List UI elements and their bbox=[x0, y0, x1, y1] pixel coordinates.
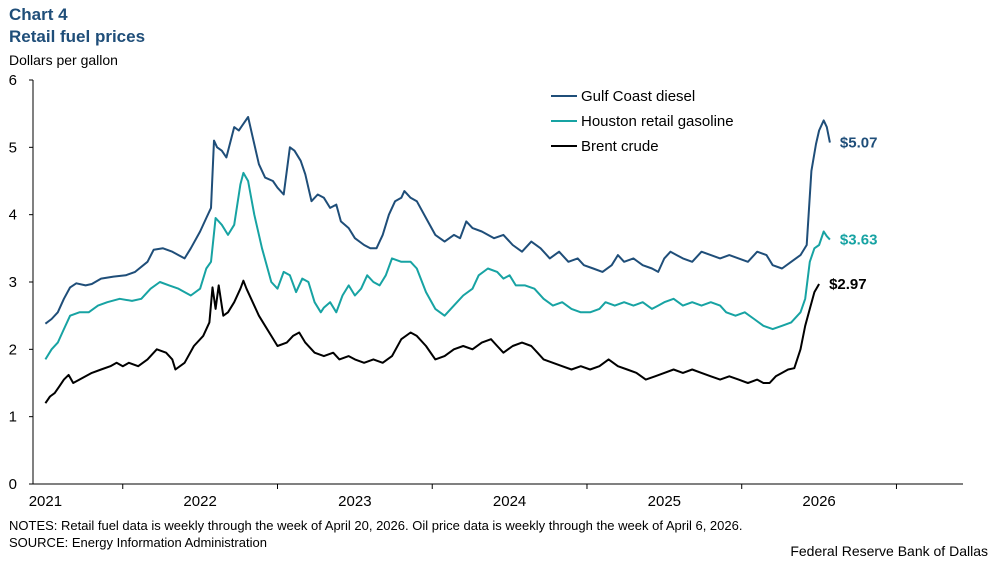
credit-line: Federal Reserve Bank of Dallas bbox=[790, 543, 988, 559]
y-tick-label: 3 bbox=[9, 274, 17, 291]
x-tick-label: 2022 bbox=[183, 493, 216, 510]
end-value-label-gulf-coast-diesel: $5.07 bbox=[840, 135, 878, 152]
chart-notes: NOTES: Retail fuel data is weekly throug… bbox=[9, 518, 743, 533]
end-value-label-brent-crude: $2.97 bbox=[829, 276, 867, 293]
chart-title: Retail fuel prices bbox=[9, 27, 146, 46]
x-tick-label: 2023 bbox=[338, 493, 371, 510]
x-tick-label: 2021 bbox=[29, 493, 62, 510]
legend-label-gulf-coast-diesel: Gulf Coast diesel bbox=[581, 88, 695, 105]
series-line-brent-crude bbox=[44, 279, 820, 404]
chart-number: Chart 4 bbox=[9, 5, 68, 24]
chart-source: SOURCE: Energy Information Administratio… bbox=[9, 535, 267, 550]
y-tick-label: 6 bbox=[9, 72, 17, 89]
y-tick-label: 4 bbox=[9, 207, 17, 224]
x-tick-label: 2024 bbox=[493, 493, 526, 510]
legend-label-brent-crude: Brent crude bbox=[581, 138, 659, 155]
y-tick-label: 5 bbox=[9, 139, 17, 156]
x-tick-label: 2026 bbox=[802, 493, 835, 510]
x-tick-label: 2025 bbox=[648, 493, 681, 510]
y-tick-label: 0 bbox=[9, 476, 17, 493]
series-line-gulf-coast-diesel bbox=[44, 116, 831, 325]
y-axis-unit-label: Dollars per gallon bbox=[9, 52, 118, 68]
series-line-houston-retail-gasoline bbox=[44, 171, 831, 360]
end-value-label-houston-retail-gasoline: $3.63 bbox=[840, 232, 878, 249]
y-tick-label: 2 bbox=[9, 341, 17, 358]
y-tick-label: 1 bbox=[9, 409, 17, 426]
legend-label-houston-retail-gasoline: Houston retail gasoline bbox=[581, 113, 734, 130]
